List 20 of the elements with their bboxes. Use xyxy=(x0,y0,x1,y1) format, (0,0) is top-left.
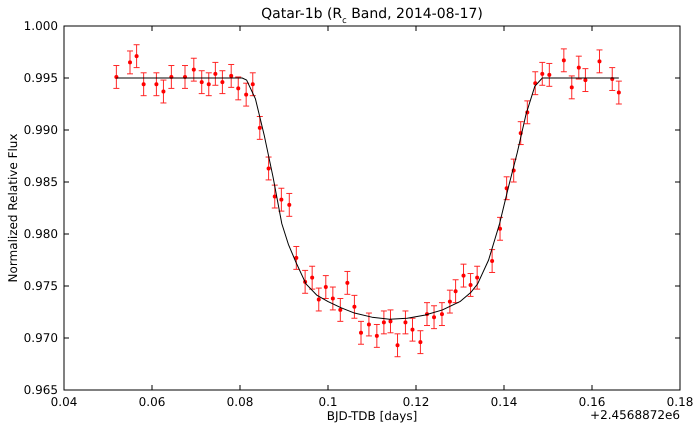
y-tick-label: 0.990 xyxy=(24,123,58,137)
y-axis-title: Normalized Relative Flux xyxy=(6,133,20,283)
x-tick-label: 0.1 xyxy=(318,395,338,409)
y-tick-label: 0.975 xyxy=(24,279,58,293)
y-tick-label: 1.000 xyxy=(24,19,58,33)
x-tick-label: 0.18 xyxy=(666,395,694,409)
y-tick-label: 0.965 xyxy=(24,383,58,397)
chart-title: Qatar-1b (R$_{c}$ Band, 2014-08-17) xyxy=(261,6,483,25)
y-tick-label: 0.980 xyxy=(24,227,58,241)
x-tick-label: 0.12 xyxy=(402,395,430,409)
x-tick-label: 0.14 xyxy=(490,395,518,409)
x-tick-label: 0.06 xyxy=(138,395,166,409)
y-tick-label: 0.985 xyxy=(24,175,58,189)
y-tick-label: 0.970 xyxy=(24,331,58,345)
x-tick-label: 0.16 xyxy=(578,395,606,409)
x-tick-label: 0.04 xyxy=(50,395,78,409)
x-tick-label: 0.08 xyxy=(226,395,254,409)
x-axis-title: BJD-TDB [days] xyxy=(326,409,418,423)
y-tick-label: 0.995 xyxy=(24,71,58,85)
text: +2.4568872e6 xyxy=(590,408,680,422)
